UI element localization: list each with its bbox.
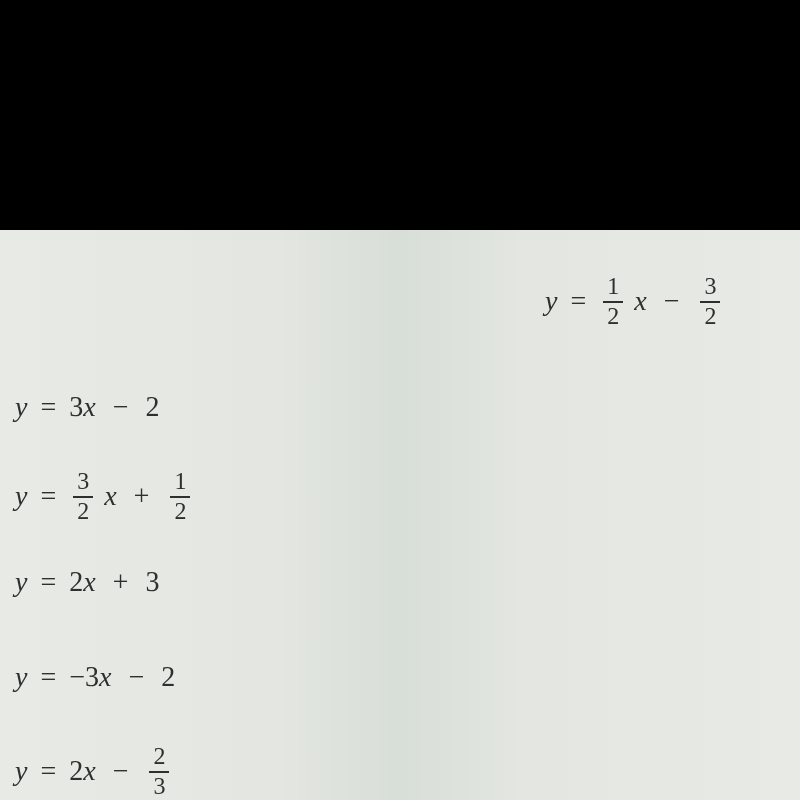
coef-whole: 3 (85, 662, 99, 694)
coefficient-fraction: 3 2 (73, 470, 93, 524)
operator: − (113, 392, 129, 424)
operator: + (134, 481, 150, 513)
const-denominator: 2 (700, 303, 720, 329)
constant-fraction: 3 2 (700, 275, 720, 329)
coef-denominator: 2 (73, 498, 93, 524)
equation-top-right: y = 1 2 x − 3 2 (545, 275, 724, 329)
equals: = (40, 392, 56, 424)
constant-fraction: 2 3 (149, 745, 169, 799)
coefficient-fraction: 1 2 (603, 275, 623, 329)
const-whole: 2 (145, 392, 159, 424)
const-whole: 2 (161, 662, 175, 694)
equation-row-4: y = −3x − 2 (15, 660, 175, 694)
var-y: y (15, 756, 27, 788)
var-y: y (15, 567, 27, 599)
const-whole: 3 (145, 567, 159, 599)
coef-whole: 2 (69, 756, 83, 788)
var-y: y (15, 662, 27, 694)
var-x: x (83, 392, 95, 424)
equals: = (40, 481, 56, 513)
const-numerator: 2 (149, 745, 169, 773)
const-numerator: 3 (700, 275, 720, 303)
coef-numerator: 3 (73, 470, 93, 498)
equals: = (40, 567, 56, 599)
var-x: x (634, 286, 646, 318)
coef-denominator: 2 (603, 303, 623, 329)
var-x: x (83, 567, 95, 599)
const-denominator: 2 (170, 498, 190, 524)
var-x: x (104, 481, 116, 513)
page: y = 1 2 x − 3 2 y = 3x − 2 y = 3 2 x + 1… (0, 0, 800, 800)
constant-fraction: 1 2 (170, 470, 190, 524)
equation-row-5: y = 2x − 2 3 (15, 745, 173, 799)
equation-row-2: y = 3 2 x + 1 2 (15, 470, 194, 524)
equation-row-1: y = 3x − 2 (15, 390, 159, 424)
equals: = (40, 756, 56, 788)
header-black-bar (0, 0, 800, 230)
var-y: y (15, 481, 27, 513)
var-x: x (99, 662, 111, 694)
var-y: y (15, 392, 27, 424)
equation-row-3: y = 2x + 3 (15, 565, 159, 599)
coef-whole: 2 (69, 567, 83, 599)
operator: − (113, 756, 129, 788)
operator: − (128, 662, 144, 694)
var-x: x (83, 756, 95, 788)
operator: + (113, 567, 129, 599)
const-numerator: 1 (170, 470, 190, 498)
const-denominator: 3 (149, 773, 169, 799)
operator: − (664, 286, 680, 318)
coef-numerator: 1 (603, 275, 623, 303)
negative-sign: − (69, 662, 85, 694)
coef-whole: 3 (69, 392, 83, 424)
equals: = (40, 662, 56, 694)
equals: = (570, 286, 586, 318)
var-y: y (545, 286, 557, 318)
